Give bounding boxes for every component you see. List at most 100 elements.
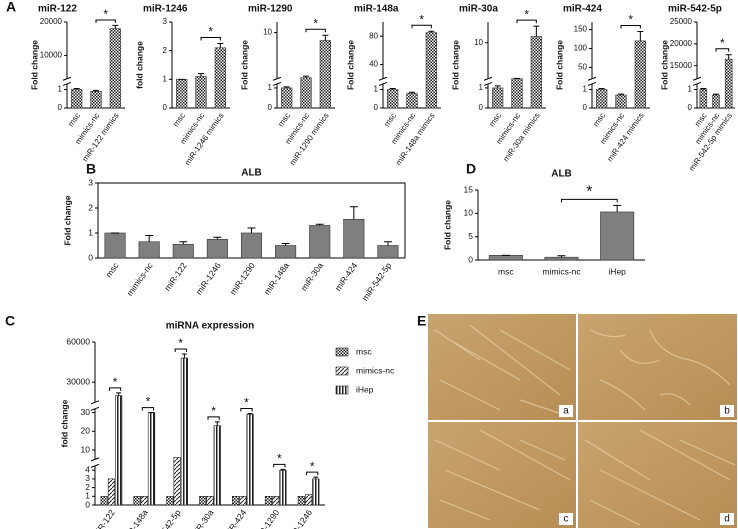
panel-label: B xyxy=(86,161,96,177)
y-tick-label: 0 xyxy=(374,103,379,112)
legend-swatch xyxy=(335,347,349,357)
bar xyxy=(214,47,226,109)
error-bar xyxy=(73,88,80,90)
y-tick-label: 1 xyxy=(88,227,93,237)
y-tick-label: 0 xyxy=(268,103,273,112)
significance-bracket xyxy=(273,463,286,468)
y-tick-label: 0 xyxy=(468,254,473,264)
x-tick-label: miR-1290 xyxy=(228,260,257,296)
error-bar xyxy=(198,73,204,77)
bar xyxy=(140,496,148,506)
x-tick-label: miR-122 xyxy=(162,260,189,292)
bar xyxy=(173,457,181,506)
bar xyxy=(615,94,627,109)
error-bar xyxy=(179,241,188,245)
y-tick-label: 1 xyxy=(268,83,273,92)
significance-bracket xyxy=(95,19,116,23)
x-tick-label: miR-1290 xyxy=(252,507,281,529)
x-tick-label: msc xyxy=(66,111,82,128)
error-bar xyxy=(349,206,358,220)
error-bar xyxy=(145,235,154,242)
y-tick-label: 20000 xyxy=(670,39,693,48)
significance-bracket xyxy=(108,387,122,391)
error-bar xyxy=(217,43,224,48)
axis-break xyxy=(692,76,702,86)
bar xyxy=(488,255,523,261)
bar xyxy=(281,87,293,109)
image-label: b xyxy=(724,406,730,417)
error-bar xyxy=(93,89,99,92)
bar xyxy=(319,40,331,109)
bar xyxy=(90,91,102,109)
y-tick-label: 1 xyxy=(85,491,90,501)
y-tick-label: 1 xyxy=(58,85,63,94)
y-tick-label: 1 xyxy=(374,85,379,94)
x-tick-label: miR-30a xyxy=(189,507,216,529)
significance-bracket xyxy=(174,348,187,353)
y-tick-label: 4 xyxy=(85,464,90,474)
x-tick-label: mimics-nc xyxy=(125,260,156,298)
chart-title: miR-542-5p xyxy=(668,4,722,15)
significance-bracket xyxy=(306,471,319,476)
chart-title: ALB xyxy=(241,168,262,179)
error-bar xyxy=(280,468,286,471)
chart-title: miR-1246 xyxy=(143,4,188,15)
y-tick-label: 0 xyxy=(583,103,588,112)
bar xyxy=(206,496,214,506)
x-tick-label: miR-122 xyxy=(90,507,117,529)
y-tick-label: 5 xyxy=(468,231,473,241)
error-bar xyxy=(315,223,324,226)
error-bar xyxy=(557,255,566,258)
significance-bracket xyxy=(207,416,220,420)
error-bar xyxy=(713,93,719,96)
significance-label: * xyxy=(720,36,725,50)
bar xyxy=(530,36,542,109)
bar xyxy=(213,425,221,506)
bar xyxy=(239,496,247,506)
bar xyxy=(240,232,263,259)
x-tick-label: miR-542-5p xyxy=(149,507,183,529)
error-bar xyxy=(613,204,622,212)
y-tick-label: 0 xyxy=(163,103,168,112)
bar xyxy=(425,32,437,109)
micrograph xyxy=(428,314,576,420)
bar xyxy=(176,79,188,109)
error-bar xyxy=(409,91,415,94)
x-tick-label: miR-1246 xyxy=(285,507,314,529)
significance-label: * xyxy=(586,184,592,201)
bar xyxy=(279,469,287,506)
y-axis-label: Fold change xyxy=(62,195,72,245)
axis-break xyxy=(90,400,100,411)
x-tick-label: miR-424 xyxy=(333,260,360,292)
legend-label: msc xyxy=(356,346,372,356)
y-tick-label: 10000 xyxy=(40,50,63,59)
bar xyxy=(377,245,399,259)
y-tick-label: 60000 xyxy=(66,336,90,346)
x-tick-label: mimics-nc xyxy=(542,266,581,276)
error-bar xyxy=(618,93,624,96)
y-axis-label: Fold change xyxy=(29,40,39,90)
significance-bracket xyxy=(141,407,155,411)
legend-swatch xyxy=(335,366,349,376)
y-tick-label: 0 xyxy=(479,103,484,112)
x-tick-label: msc xyxy=(276,111,292,128)
bar xyxy=(166,496,174,506)
x-tick-label: msc xyxy=(591,111,607,128)
bar xyxy=(492,87,504,109)
significance-label: * xyxy=(208,25,213,39)
axis-break xyxy=(62,76,72,86)
y-tick-label: 30000 xyxy=(66,376,90,386)
error-bar xyxy=(247,227,256,233)
image-label-box xyxy=(559,513,573,525)
chart-title: miR-30a xyxy=(459,4,498,15)
y-tick-label: 15 xyxy=(464,184,474,194)
chart-title: ALB xyxy=(551,169,572,180)
axis-break xyxy=(378,76,388,86)
bar xyxy=(634,40,646,109)
y-tick-label: 25000 xyxy=(670,17,693,26)
bar xyxy=(596,89,608,109)
bar xyxy=(309,225,331,259)
axis-break xyxy=(483,76,493,86)
axis-break xyxy=(90,457,100,468)
